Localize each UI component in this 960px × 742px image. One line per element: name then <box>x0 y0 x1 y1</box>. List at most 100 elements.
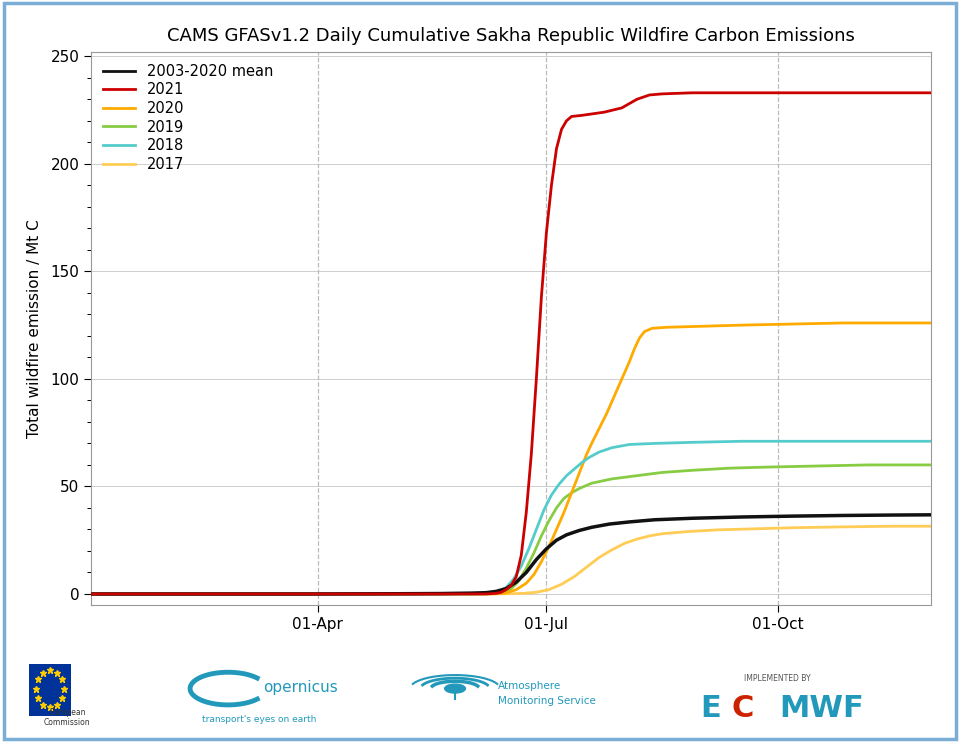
2003-2020 mean <box>551 536 563 545</box>
2003-2020 mean <box>85 590 97 599</box>
2020 <box>511 585 522 594</box>
2017 <box>888 522 900 531</box>
2020 <box>616 375 628 384</box>
2018 <box>312 590 324 599</box>
2018 <box>516 562 527 571</box>
2003-2020 mean <box>511 578 522 587</box>
2003-2020 mean <box>737 513 749 522</box>
2017 <box>568 572 580 581</box>
2017 <box>531 588 542 597</box>
2019 <box>551 504 563 513</box>
2003-2020 mean <box>520 568 532 577</box>
2018 <box>737 437 749 446</box>
2003-2020 mean <box>480 588 492 597</box>
2018 <box>486 589 497 598</box>
2018 <box>545 490 557 499</box>
2003-2020 mean <box>435 589 446 598</box>
2019 <box>559 494 570 503</box>
2018 <box>624 440 636 449</box>
2019 <box>925 461 937 470</box>
2020 <box>466 590 477 599</box>
2018 <box>500 583 512 592</box>
2019 <box>85 590 97 599</box>
2017 <box>556 580 567 588</box>
2021 <box>598 108 610 116</box>
2003-2020 mean <box>604 519 615 528</box>
2019 <box>520 564 532 573</box>
2019 <box>543 516 555 525</box>
2019 <box>686 466 698 475</box>
2021 <box>531 375 542 384</box>
2021 <box>466 590 477 599</box>
2003-2020 mean <box>787 512 799 521</box>
2021 <box>888 88 900 97</box>
2020 <box>491 589 502 598</box>
2018 <box>531 525 542 534</box>
2021 <box>925 88 937 97</box>
2017 <box>593 553 605 562</box>
2021 <box>737 88 749 97</box>
2018 <box>561 471 572 480</box>
2021 <box>631 95 642 104</box>
Text: transport's eyes on earth: transport's eyes on earth <box>202 715 317 724</box>
Text: MWF: MWF <box>779 694 864 723</box>
2017 <box>581 562 592 571</box>
2021 <box>495 588 507 597</box>
2020 <box>629 344 640 353</box>
2021 <box>837 88 849 97</box>
2017 <box>618 539 630 548</box>
2020 <box>601 409 612 418</box>
Text: C: C <box>732 694 754 723</box>
2021 <box>556 125 567 134</box>
2019 <box>586 479 597 487</box>
2021 <box>511 572 522 581</box>
2019 <box>498 588 510 597</box>
2019 <box>657 468 668 477</box>
2018 <box>888 437 900 446</box>
Title: CAMS GFASv1.2 Daily Cumulative Sakha Republic Wildfire Carbon Emissions: CAMS GFASv1.2 Daily Cumulative Sakha Rep… <box>167 27 855 45</box>
2017 <box>312 590 324 599</box>
2020 <box>634 334 645 343</box>
2020 <box>85 590 97 599</box>
2018 <box>584 453 595 462</box>
2020 <box>559 508 570 516</box>
2018 <box>492 588 504 597</box>
2019 <box>312 590 324 599</box>
2020 <box>528 570 540 579</box>
Line: 2020: 2020 <box>91 323 931 594</box>
2020 <box>586 439 597 448</box>
2020 <box>609 392 620 401</box>
Legend: 2003-2020 mean, 2021, 2020, 2019, 2018, 2017: 2003-2020 mean, 2021, 2020, 2019, 2018, … <box>99 59 277 176</box>
2018 <box>568 464 580 473</box>
2019 <box>631 471 642 480</box>
Text: European
Commission: European Commission <box>44 708 90 727</box>
2018 <box>593 447 605 456</box>
2018 <box>925 437 937 446</box>
2018 <box>787 437 799 446</box>
2003-2020 mean <box>624 517 636 526</box>
2003-2020 mean <box>586 523 597 532</box>
2021 <box>787 88 799 97</box>
2021 <box>516 551 527 559</box>
2019 <box>863 461 875 470</box>
2021 <box>480 590 492 599</box>
2003-2020 mean <box>466 588 477 597</box>
Line: 2003-2020 mean: 2003-2020 mean <box>91 515 931 594</box>
2018 <box>837 437 849 446</box>
2017 <box>787 523 799 532</box>
2017 <box>505 589 516 598</box>
2018 <box>553 480 564 489</box>
2019 <box>565 488 577 497</box>
2020 <box>699 322 710 331</box>
2020 <box>624 357 636 366</box>
Line: 2019: 2019 <box>91 465 931 594</box>
2019 <box>606 474 617 483</box>
2021 <box>657 90 668 99</box>
2021 <box>505 581 516 590</box>
2003-2020 mean <box>531 555 542 564</box>
2017 <box>543 585 555 594</box>
2003-2020 mean <box>561 531 572 539</box>
Text: opernicus: opernicus <box>263 680 337 695</box>
2003-2020 mean <box>234 590 246 599</box>
2019 <box>513 577 524 585</box>
